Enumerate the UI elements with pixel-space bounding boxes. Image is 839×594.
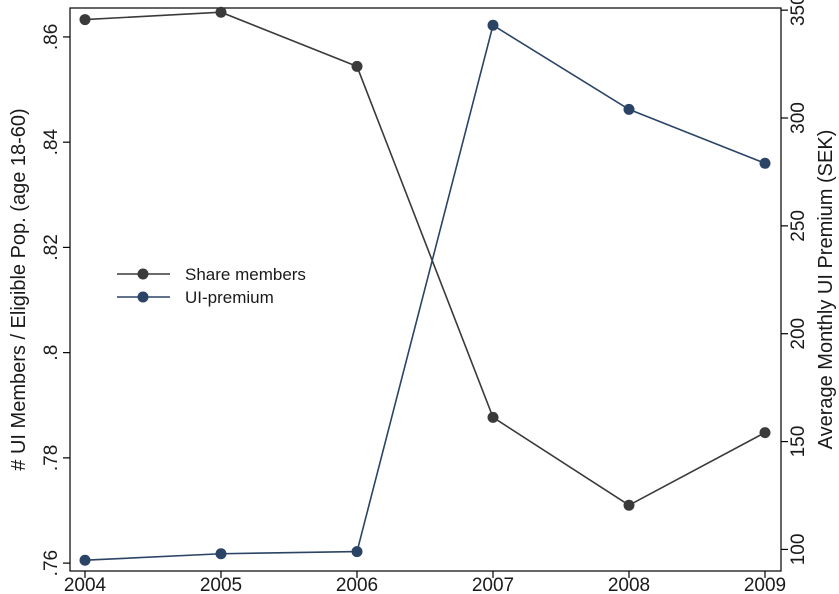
right-y-tick-label: 300	[788, 102, 809, 134]
left-y-tick-label: .78	[41, 445, 62, 471]
legend: Share members UI-premium	[117, 265, 306, 307]
x-tick-label: 2005	[200, 575, 242, 594]
data-point-share-members	[759, 427, 771, 439]
left-y-tick-label: .86	[41, 24, 62, 50]
left-y-axis: .76 .78 .8 .82 .84 .86	[41, 24, 70, 576]
x-tick-label: 2004	[64, 575, 107, 594]
right-y-tick-label: 350	[788, 0, 809, 26]
data-point-share-members	[79, 14, 91, 26]
right-y-tick-label: 200	[788, 318, 809, 350]
series-lines	[79, 6, 771, 566]
x-tick-label: 2007	[472, 575, 514, 594]
left-y-tick-label: .76	[41, 550, 62, 576]
right-y-axis-title: Average Monthly UI Premium (SEK)	[815, 130, 837, 450]
series-line-share-members	[84, 11, 766, 507]
data-point-ui-premium	[487, 19, 499, 31]
legend-marker-share-members	[137, 268, 149, 280]
x-tick-label: 2006	[336, 575, 378, 594]
data-point-share-members	[623, 499, 635, 511]
data-point-ui-premium	[351, 546, 363, 558]
legend-label-ui-premium: UI-premium	[185, 288, 274, 307]
data-point-ui-premium	[759, 157, 771, 169]
right-y-tick-label: 250	[788, 210, 809, 242]
data-point-ui-premium	[215, 548, 227, 560]
x-tick-label: 2009	[744, 575, 786, 594]
data-point-share-members	[487, 411, 499, 423]
right-y-axis: 100 150 200 250 300 350	[781, 0, 809, 565]
data-point-share-members	[351, 60, 363, 72]
x-tick-label: 2008	[608, 575, 650, 594]
left-y-axis-title: # UI Members / Eligible Pop. (age 18-60)	[8, 108, 30, 470]
data-point-ui-premium	[623, 103, 635, 115]
left-y-tick-label: .82	[41, 234, 62, 260]
plot-frame	[69, 7, 782, 572]
series-line-ui-premium	[84, 24, 766, 562]
left-y-tick-label: .84	[41, 129, 62, 156]
legend-marker-ui-premium	[137, 291, 149, 303]
left-y-tick-label: .8	[41, 345, 62, 361]
right-y-tick-label: 100	[788, 534, 809, 566]
data-point-share-members	[215, 6, 227, 18]
data-point-ui-premium	[79, 554, 91, 566]
legend-label-share-members: Share members	[185, 265, 306, 284]
x-axis: 2004 2005 2006 2007 2008 2009	[64, 571, 786, 594]
right-y-tick-label: 150	[788, 426, 809, 458]
